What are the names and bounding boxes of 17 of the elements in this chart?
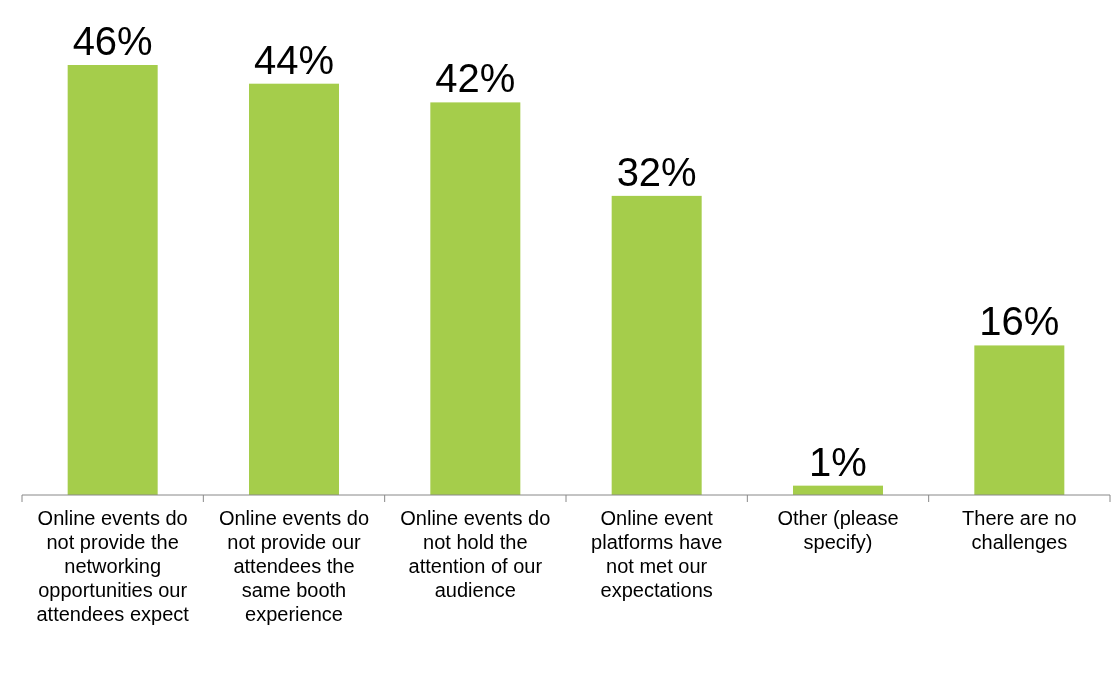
x-tick-label: Online events do not hold the attention of our audience [400, 507, 551, 601]
bar [430, 102, 521, 495]
data-label: 32% [616, 149, 697, 194]
data-label: 16% [979, 299, 1060, 344]
x-tick-label: Online event platforms have not met our expectations [591, 507, 723, 601]
data-label: 42% [435, 56, 516, 101]
data-label: 46% [72, 19, 153, 63]
data-label: 44% [253, 37, 335, 82]
bar [249, 83, 339, 495]
x-tick-label: Online events do not provide the networking opportunities our attendees expect [36, 507, 190, 625]
data-label: 1% [809, 439, 867, 484]
bar [974, 345, 1065, 495]
bar [67, 65, 158, 495]
bar [611, 195, 702, 495]
x-tick-label: There are no challenges [962, 507, 1077, 553]
x-tick-label: Online events do not provide our attendees the same booth experience [218, 507, 370, 625]
x-tick-label: Other (please specify) [777, 507, 899, 553]
